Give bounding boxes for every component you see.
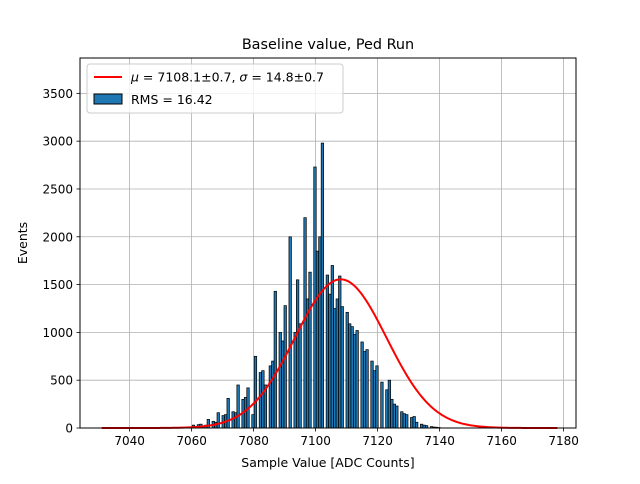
histogram-bar	[272, 361, 274, 428]
y-tick-label: 0	[65, 422, 73, 436]
histogram-bar	[259, 373, 261, 428]
histogram-bar	[326, 275, 328, 428]
histogram-bar	[391, 399, 393, 428]
histogram-bar	[262, 371, 264, 428]
histogram-bar	[309, 272, 311, 428]
histogram-bar	[410, 417, 412, 428]
histogram-bar	[401, 412, 403, 428]
y-tick-label: 1000	[42, 326, 73, 340]
histogram-bar	[296, 280, 298, 428]
histogram-bar	[366, 350, 368, 428]
legend-mu-value: = 7108.1±0.7,	[139, 70, 239, 85]
histogram-bar	[227, 398, 229, 428]
histogram-bar	[413, 417, 415, 428]
histogram-bar	[321, 143, 323, 428]
histogram-bar	[386, 390, 388, 428]
histogram-bar	[254, 356, 256, 428]
histogram-bar	[314, 167, 316, 428]
x-tick-label: 7060	[176, 434, 207, 448]
legend: μ = 7108.1±0.7, σ = 14.8±0.7 RMS = 16.42	[87, 64, 343, 113]
legend-fit-label: μ = 7108.1±0.7, σ = 14.8±0.7	[130, 70, 324, 85]
histogram-bar	[299, 324, 301, 428]
y-tick-label: 3000	[42, 135, 73, 149]
histogram-bar	[306, 299, 308, 428]
y-tick-label: 2000	[42, 230, 73, 244]
x-tick-label: 7140	[424, 434, 455, 448]
x-tick-label: 7040	[114, 434, 145, 448]
y-tick-label: 3500	[42, 87, 73, 101]
histogram-bar	[381, 382, 383, 428]
histogram-bar	[348, 324, 350, 428]
histogram-bar	[388, 380, 390, 428]
histogram-bar	[289, 237, 291, 428]
histogram-bar	[339, 276, 341, 428]
histogram-bar	[269, 366, 271, 428]
histogram-bar	[376, 366, 378, 428]
x-tick-label: 7120	[362, 434, 393, 448]
histogram-bar	[393, 404, 395, 428]
histogram-bar	[316, 251, 318, 428]
x-axis-label: Sample Value [ADC Counts]	[241, 455, 414, 470]
histogram-bar	[346, 312, 348, 428]
legend-histogram-swatch	[94, 94, 122, 104]
histogram-bar	[319, 237, 321, 428]
histogram-bar	[237, 385, 239, 428]
histogram-bar	[341, 307, 343, 428]
y-axis-label: Events	[15, 222, 30, 264]
histogram-bar	[420, 424, 422, 428]
y-tick-label: 2500	[42, 182, 73, 196]
histogram-bar	[329, 294, 331, 428]
histogram-bar	[217, 413, 219, 428]
chart-title: Baseline value, Ped Run	[242, 37, 414, 53]
histogram-bar	[396, 406, 398, 428]
histogram-bar	[373, 371, 375, 428]
histogram-bar	[415, 422, 417, 428]
histogram-bar	[294, 332, 296, 428]
histogram-bar	[351, 327, 353, 428]
legend-rms-label: RMS = 16.42	[131, 92, 213, 107]
histogram-bar	[334, 308, 336, 428]
histogram-bar	[331, 265, 333, 428]
histogram-bar	[282, 341, 284, 428]
histogram-bar	[363, 352, 365, 428]
x-tick-label: 7160	[486, 434, 517, 448]
histogram-bar	[274, 291, 276, 428]
histogram-bar	[371, 361, 373, 428]
histogram-bar	[406, 415, 408, 428]
x-tick-label: 7080	[238, 434, 269, 448]
x-tick-label: 7100	[300, 434, 331, 448]
histogram-bar	[353, 334, 355, 428]
histogram-bar	[252, 415, 254, 428]
y-tick-label: 1500	[42, 278, 73, 292]
histogram-bar	[284, 306, 286, 428]
histogram-bar	[244, 397, 246, 428]
y-tick-label: 500	[50, 374, 73, 388]
legend-mu-symbol: μ	[130, 70, 139, 85]
x-tick-label: 7180	[548, 434, 579, 448]
histogram-bar	[279, 332, 281, 428]
histogram-bar	[356, 330, 358, 428]
histogram-bar	[361, 342, 363, 428]
histogram-bar	[403, 414, 405, 428]
histogram-bar	[336, 299, 338, 428]
histogram-bar	[234, 413, 236, 428]
histogram-bar	[304, 218, 306, 428]
legend-sigma-value: = 14.8±0.7	[247, 70, 324, 85]
